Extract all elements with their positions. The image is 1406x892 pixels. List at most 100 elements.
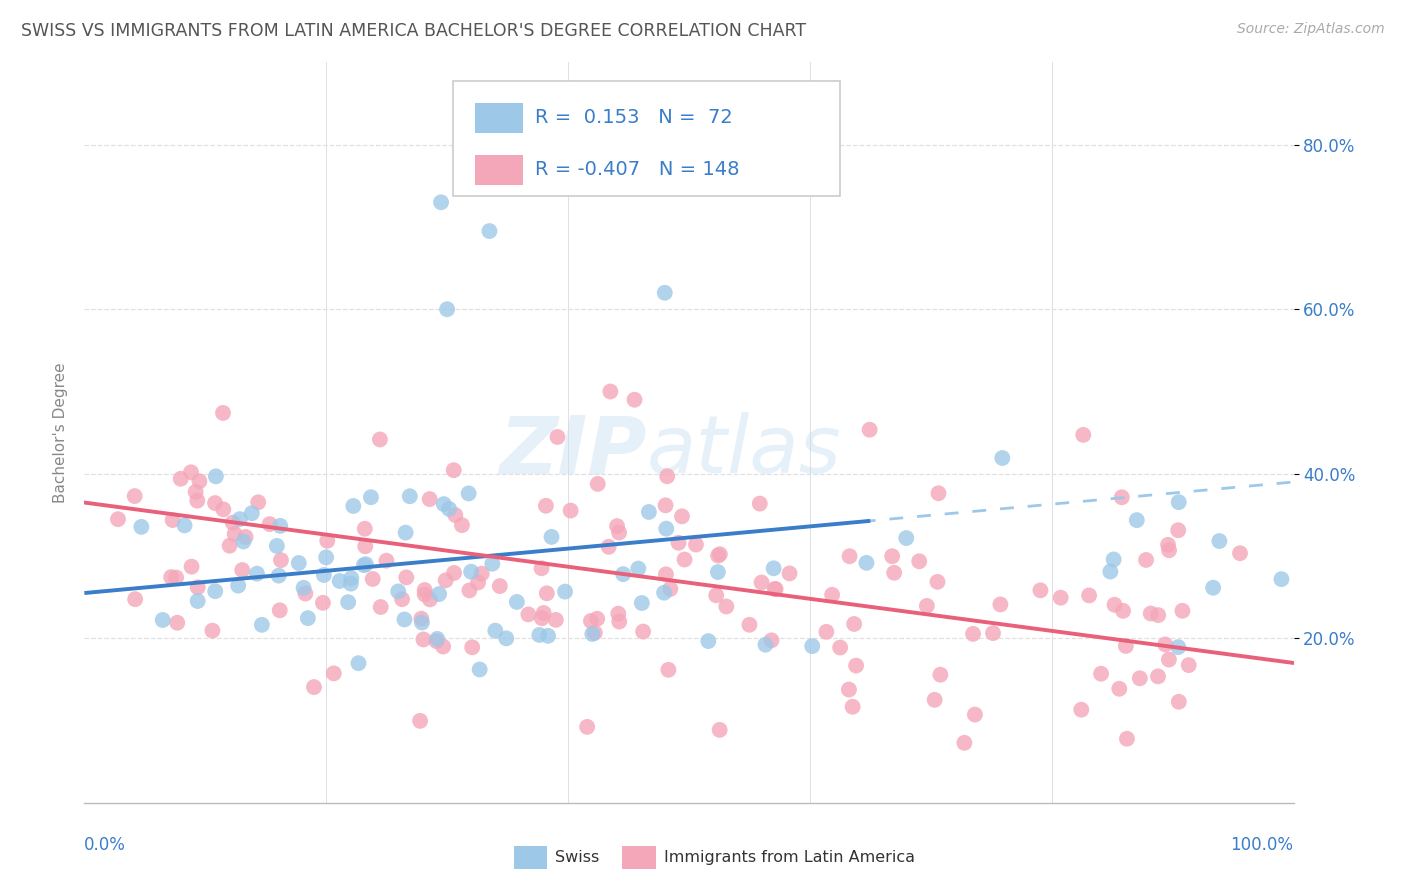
Point — [657, 469, 679, 483]
Point — [398, 489, 420, 503]
Point — [763, 582, 786, 596]
Point — [412, 632, 434, 647]
Point — [657, 663, 679, 677]
Point — [517, 607, 540, 622]
Point — [1102, 552, 1125, 566]
Point — [830, 640, 852, 655]
Point — [180, 559, 202, 574]
Point — [1070, 703, 1092, 717]
Point — [229, 512, 252, 526]
Point — [929, 667, 952, 681]
Point — [205, 469, 228, 483]
Point — [762, 561, 785, 575]
Point — [162, 513, 184, 527]
Point — [391, 592, 413, 607]
Point — [419, 592, 441, 607]
Point — [433, 497, 456, 511]
Point — [1229, 546, 1251, 560]
Point — [579, 614, 602, 628]
Point — [419, 492, 441, 507]
Point — [160, 570, 183, 584]
Point — [188, 474, 211, 488]
Point — [927, 574, 949, 589]
Point — [443, 566, 465, 580]
Point — [124, 592, 146, 607]
Point — [409, 714, 432, 728]
Point — [1270, 572, 1292, 586]
Point — [1049, 591, 1071, 605]
Point — [738, 617, 761, 632]
Point — [107, 512, 129, 526]
Point — [707, 549, 730, 563]
Point — [488, 579, 510, 593]
Point — [166, 615, 188, 630]
Point — [329, 574, 352, 588]
Point — [1099, 565, 1122, 579]
Point — [426, 632, 449, 646]
Point — [375, 554, 398, 568]
Point — [173, 518, 195, 533]
Point — [495, 632, 517, 646]
Point — [411, 615, 433, 630]
Bar — [513, 846, 547, 870]
Point — [560, 503, 582, 517]
Point — [312, 568, 335, 582]
Point — [165, 570, 187, 584]
Point — [413, 582, 436, 597]
Point — [468, 663, 491, 677]
Point — [598, 540, 620, 554]
Point — [1108, 681, 1130, 696]
Point — [427, 587, 450, 601]
Point — [246, 566, 269, 581]
Point — [924, 693, 946, 707]
Point — [287, 556, 309, 570]
Point — [586, 612, 609, 626]
Point — [294, 586, 316, 600]
Text: 0.0%: 0.0% — [84, 836, 127, 855]
Point — [152, 613, 174, 627]
Point — [612, 567, 634, 582]
Point — [342, 499, 364, 513]
Point — [187, 594, 209, 608]
Point — [838, 682, 860, 697]
Point — [259, 517, 281, 532]
Point — [652, 585, 675, 599]
Point — [212, 502, 235, 516]
Point — [751, 575, 773, 590]
Point — [1167, 495, 1189, 509]
Point — [1104, 598, 1126, 612]
Point — [315, 550, 337, 565]
Point — [1126, 513, 1149, 527]
Point — [583, 625, 606, 640]
Point — [765, 582, 787, 596]
Point — [204, 584, 226, 599]
Point — [458, 583, 481, 598]
Point — [530, 561, 553, 575]
Point — [1071, 428, 1094, 442]
Point — [540, 530, 562, 544]
Point — [530, 611, 553, 625]
Point — [451, 518, 474, 533]
Point — [443, 463, 465, 477]
Point — [387, 584, 409, 599]
Point — [322, 666, 344, 681]
Point — [1135, 553, 1157, 567]
Text: Source: ZipAtlas.com: Source: ZipAtlas.com — [1237, 22, 1385, 37]
Point — [697, 634, 720, 648]
Point — [436, 302, 458, 317]
Point — [360, 490, 382, 504]
Point — [607, 615, 630, 629]
Text: Immigrants from Latin America: Immigrants from Latin America — [664, 850, 914, 865]
Point — [269, 519, 291, 533]
Point — [212, 406, 235, 420]
Point — [631, 624, 654, 639]
Point — [685, 537, 707, 551]
Text: Swiss: Swiss — [555, 850, 599, 865]
Point — [655, 522, 678, 536]
Point — [1090, 666, 1112, 681]
Point — [437, 502, 460, 516]
Point — [842, 616, 865, 631]
Text: SWISS VS IMMIGRANTS FROM LATIN AMERICA BACHELOR'S DEGREE CORRELATION CHART: SWISS VS IMMIGRANTS FROM LATIN AMERICA B… — [21, 22, 806, 40]
Text: R = -0.407   N = 148: R = -0.407 N = 148 — [536, 161, 740, 179]
Point — [224, 527, 246, 541]
